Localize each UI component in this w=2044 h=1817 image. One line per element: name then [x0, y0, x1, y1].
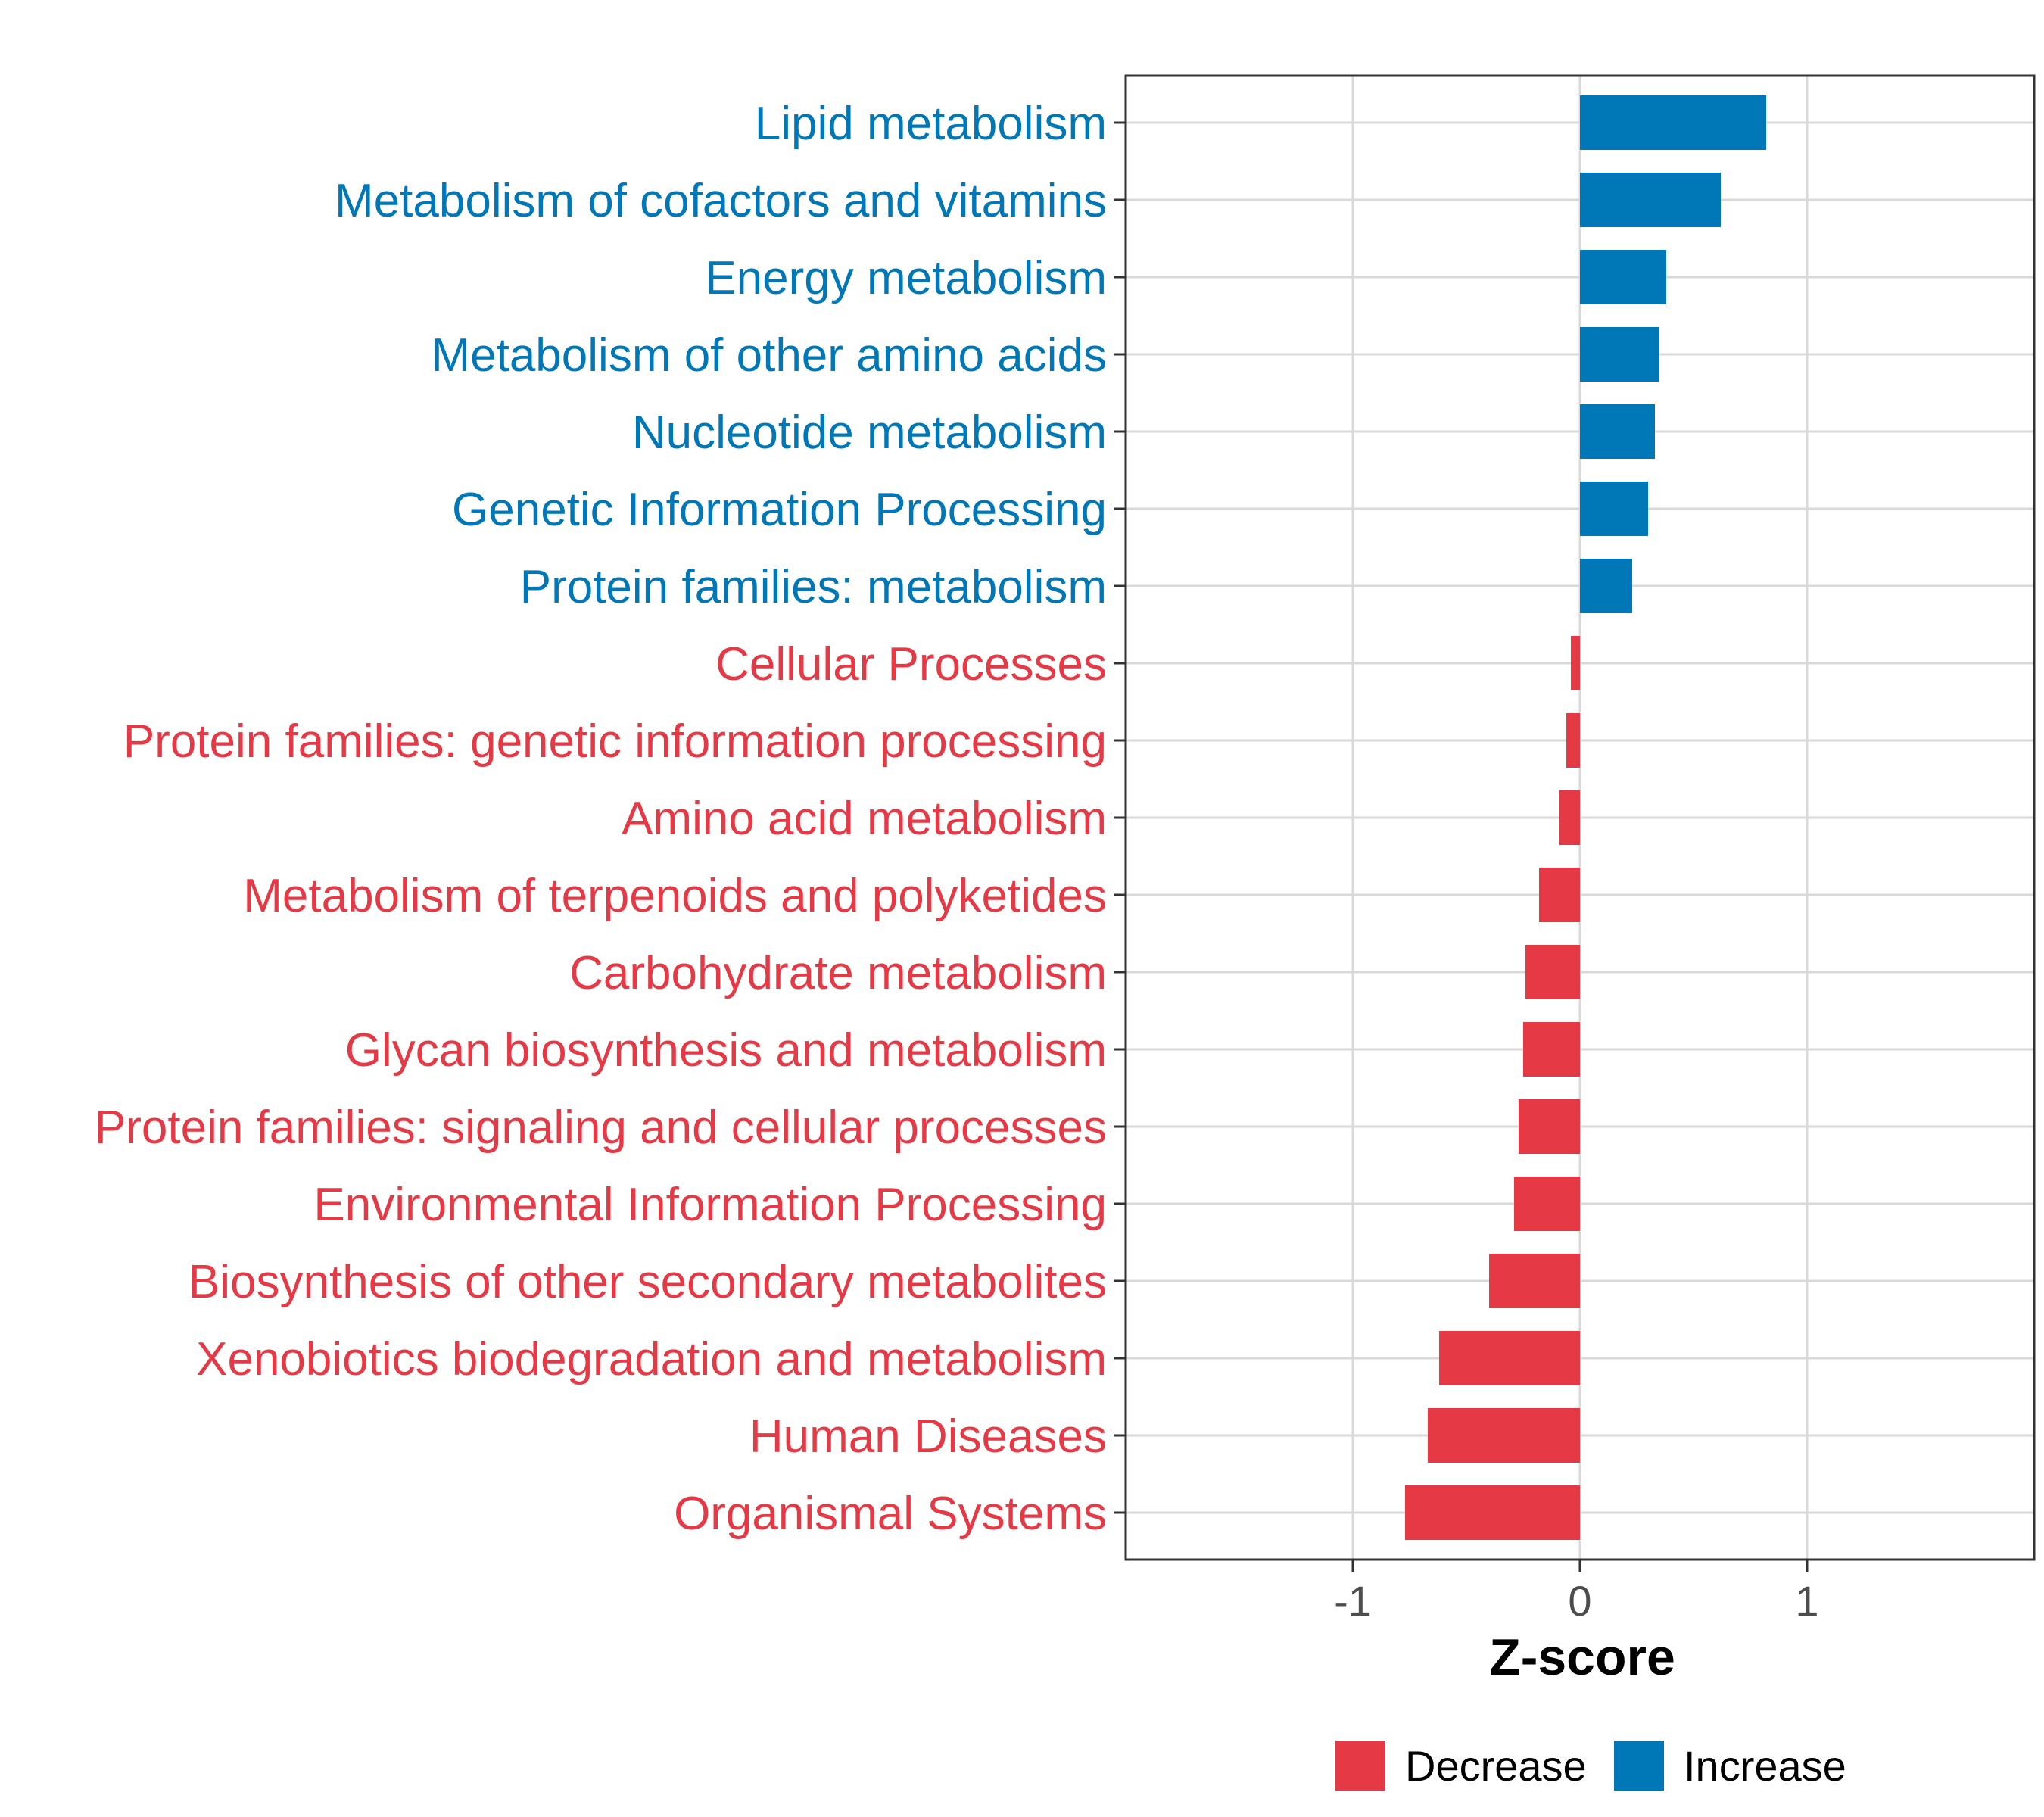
category-label: Carbohydrate metabolism: [569, 947, 1107, 999]
bar: [1580, 404, 1655, 459]
category-label: Glycan biosynthesis and metabolism: [345, 1024, 1107, 1077]
category-label: Lipid metabolism: [755, 98, 1107, 150]
legend: Decrease Increase: [1335, 1741, 1846, 1791]
category-label: Organismal Systems: [674, 1488, 1107, 1540]
y-axis-ticks: [1114, 121, 1126, 1514]
category-label: Amino acid metabolism: [622, 793, 1107, 845]
bar: [1580, 482, 1648, 536]
legend-swatch-increase: [1614, 1741, 1664, 1791]
legend-swatch-decrease: [1335, 1741, 1385, 1791]
x-axis-ticks: [1351, 1560, 1809, 1572]
bar: [1580, 95, 1766, 150]
x-tick-label: -1: [1334, 1577, 1372, 1625]
bar: [1559, 790, 1580, 845]
category-label: Protein families: signaling and cellular…: [95, 1102, 1107, 1154]
bar: [1571, 636, 1580, 690]
x-tick-label: 1: [1795, 1577, 1818, 1625]
bar: [1428, 1408, 1580, 1463]
category-label: Energy metabolism: [705, 252, 1107, 304]
bar: [1580, 327, 1659, 382]
bar: [1514, 1177, 1580, 1231]
category-label: Protein families: genetic information pr…: [123, 715, 1107, 768]
category-label: Metabolism of other amino acids: [431, 329, 1107, 382]
category-label: Nucleotide metabolism: [632, 407, 1107, 459]
category-label: Protein families: metabolism: [520, 561, 1107, 613]
bar: [1539, 868, 1580, 922]
bar: [1523, 1022, 1580, 1077]
bar: [1580, 250, 1666, 304]
legend-label-increase: Increase: [1684, 1742, 1846, 1790]
category-label: Metabolism of cofactors and vitamins: [335, 175, 1107, 227]
x-axis-title: Z-score: [1489, 1628, 1675, 1686]
x-axis-labels: -1 0 1: [1334, 1577, 1818, 1625]
bar: [1580, 559, 1632, 613]
category-label: Metabolism of terpenoids and polyketides: [243, 870, 1107, 922]
bar: [1566, 713, 1580, 768]
category-label: Genetic Information Processing: [452, 484, 1107, 536]
bar: [1439, 1331, 1580, 1385]
bar: [1405, 1485, 1580, 1540]
bar: [1519, 1099, 1580, 1154]
y-axis-labels: Lipid metabolism Metabolism of cofactors …: [95, 98, 1107, 1540]
bars: [1405, 95, 1766, 1540]
category-label: Xenobiotics biodegradation and metabolis…: [196, 1333, 1107, 1385]
category-label: Environmental Information Processing: [313, 1179, 1107, 1231]
category-label: Cellular Processes: [715, 638, 1107, 690]
bar: [1580, 173, 1721, 227]
bar: [1525, 945, 1580, 999]
category-label: Biosynthesis of other secondary metaboli…: [189, 1256, 1107, 1308]
legend-label-decrease: Decrease: [1405, 1742, 1587, 1790]
category-label: Human Diseases: [749, 1410, 1107, 1463]
x-tick-label: 0: [1568, 1577, 1591, 1625]
bar: [1489, 1254, 1580, 1308]
